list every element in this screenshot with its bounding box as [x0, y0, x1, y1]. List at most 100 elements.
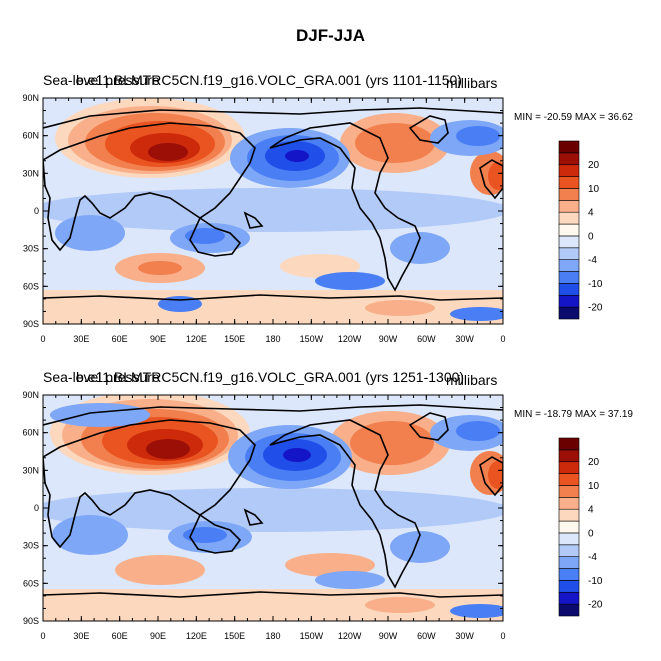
colorbar-label: 20	[588, 160, 600, 171]
min-max-label: MIN = -20.59 MAX = 36.62	[514, 112, 633, 123]
contour-patch	[146, 439, 190, 459]
colorbar-swatch	[558, 247, 580, 260]
contour-patch	[390, 531, 450, 563]
lon-tick-label: 30E	[73, 334, 89, 344]
contour-patch	[43, 488, 503, 532]
contour-patch	[283, 448, 311, 462]
colorbar-swatch	[558, 520, 580, 534]
contour-patch	[315, 571, 385, 589]
colorbar-swatch	[558, 544, 580, 557]
contour-patch	[365, 597, 435, 613]
lon-tick-label: 150E	[224, 334, 245, 344]
contour-patch	[456, 126, 500, 146]
colorbar-swatch	[558, 437, 580, 451]
units-label: millibars	[446, 75, 498, 91]
contour-patch	[52, 515, 128, 555]
lon-tick-label: 30W	[455, 631, 474, 641]
colorbar-label: -10	[588, 279, 603, 290]
lon-tick-label: 30W	[455, 334, 474, 344]
colorbar-label: -4	[588, 552, 597, 563]
colorbar-swatch	[558, 223, 580, 237]
lat-tick-label: 0	[34, 503, 39, 513]
lat-tick-label: 90N	[22, 390, 39, 400]
colorbar-label: 0	[588, 231, 594, 242]
contour-patch	[285, 150, 309, 162]
colorbar-swatch	[558, 556, 580, 569]
lon-tick-label: 90E	[150, 334, 166, 344]
contour-field	[43, 395, 503, 621]
colorbar-swatch	[558, 294, 580, 308]
lon-tick-label: 60W	[417, 631, 436, 641]
contour-patch	[185, 228, 225, 244]
colorbar-label: 20	[588, 457, 600, 468]
colorbar-swatch	[558, 580, 580, 593]
lon-tick-label: 30E	[73, 631, 89, 641]
lat-tick-label: 60S	[23, 281, 39, 291]
colorbar-swatch	[558, 473, 580, 486]
colorbar-swatch	[558, 283, 580, 296]
coastlines	[43, 107, 503, 301]
colorbar-swatch	[558, 152, 580, 166]
lat-tick-label: 90S	[23, 616, 39, 626]
colorbar-label: 4	[588, 208, 594, 219]
colorbar-swatch	[558, 259, 580, 272]
lat-tick-label: 60S	[23, 578, 39, 588]
lon-tick-label: 150W	[300, 631, 324, 641]
contour-patch	[450, 307, 503, 321]
contour-patch	[315, 272, 385, 290]
figure-title: DJF-JJA	[296, 26, 365, 45]
contour-patch	[55, 215, 125, 251]
colorbar-label: 10	[588, 184, 600, 195]
contour-patch	[285, 553, 375, 577]
lon-tick-label: 180	[265, 334, 280, 344]
coastlines	[43, 404, 503, 598]
colorbar-label: -20	[588, 303, 603, 314]
colorbar-swatch	[558, 461, 580, 474]
contour-patch	[138, 261, 182, 275]
contour-field	[43, 98, 503, 324]
center-label: b.e11.BLMTRC5CN.f19_g16.VOLC_GRA.001 (yr…	[76, 72, 462, 88]
lat-tick-label: 30N	[22, 168, 39, 178]
map-panel-1: Sea-level pressure b.e11.BLMTRC5CN.f19_g…	[0, 68, 661, 363]
lat-tick-label: 60N	[22, 428, 39, 438]
lon-tick-label: 0	[500, 631, 505, 641]
contour-patch	[488, 461, 503, 489]
colorbar-label: 4	[588, 505, 594, 516]
lon-tick-label: 150E	[224, 631, 245, 641]
contour-patch	[115, 555, 205, 585]
colorbar-swatch	[558, 306, 580, 320]
lat-tick-label: 90N	[22, 93, 39, 103]
center-label: b.e11.BLMTRC5CN.f19_g16.VOLC_GRA.001 (yr…	[76, 369, 465, 385]
contour-patch	[488, 162, 503, 190]
lon-tick-label: 180	[265, 631, 280, 641]
colorbar-swatch	[558, 188, 580, 201]
colorbar-swatch	[558, 497, 580, 510]
colorbar-label: -4	[588, 255, 597, 266]
lon-tick-label: 60E	[112, 631, 128, 641]
colorbar-swatch	[558, 200, 580, 213]
lon-tick-label: 60W	[417, 334, 436, 344]
lon-axis: 0 30E 60E 90E 120E 150E 180 150W 120W 90W 60W 30W 0	[40, 395, 506, 641]
colorbar-label: 10	[588, 481, 600, 492]
colorbar-swatch	[558, 271, 580, 284]
contour-patch	[148, 143, 188, 161]
colorbar-swatch	[558, 568, 580, 581]
lat-axis: 90N 60N 30N 0 30S 60S 90S	[22, 390, 503, 626]
lon-axis: 0 30E 60E 90E 120E 150E 180 150W 120W 90W 60W 30W 0	[40, 98, 506, 344]
colorbar-label: -10	[588, 576, 603, 587]
min-max-label: MIN = -18.79 MAX = 37.19	[514, 409, 633, 420]
lon-tick-label: 90W	[379, 631, 398, 641]
contour-patch	[450, 604, 503, 618]
lon-tick-label: 120W	[338, 631, 362, 641]
contour-patch	[365, 300, 435, 316]
contour-patch	[280, 254, 360, 278]
contour-patch	[350, 421, 434, 465]
contour-patch	[390, 232, 450, 264]
lat-tick-label: 90S	[23, 319, 39, 329]
colorbar-swatch	[558, 140, 580, 154]
colorbar-swatch	[558, 485, 580, 498]
lon-tick-label: 90E	[150, 631, 166, 641]
map-svg: 90N 60N 30N 0 30S 60S 90S 0 30E 60E 90E 120E 150E 18…	[22, 93, 603, 344]
contour-patch	[50, 403, 150, 427]
colorbar-swatch	[558, 164, 580, 177]
